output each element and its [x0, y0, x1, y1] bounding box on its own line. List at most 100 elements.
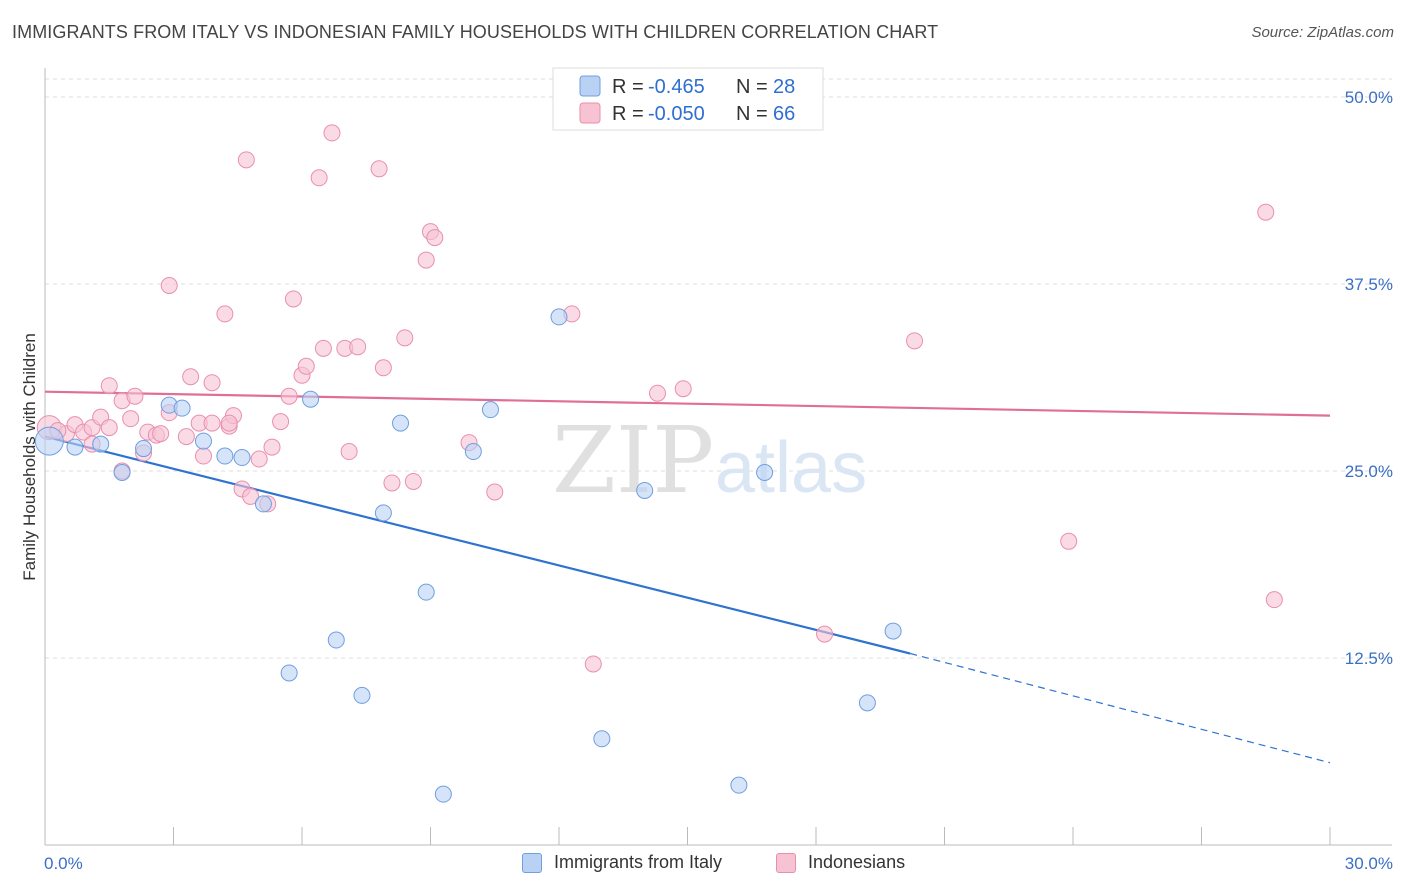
legend-swatch-pink [579, 102, 601, 124]
point-indonesians [242, 487, 260, 505]
chart-title: IMMIGRANTS FROM ITALY VS INDONESIAN FAMI… [12, 22, 939, 42]
point-indonesians [160, 276, 178, 294]
point-indonesians [314, 339, 332, 357]
watermark-zip: ZIP [552, 407, 714, 514]
point-indonesians [250, 450, 268, 468]
series-immigrants-from-italy [34, 308, 902, 803]
trend-line-indonesians [44, 390, 1331, 417]
point-immigrants-from-italy [481, 401, 499, 419]
point-indonesians [194, 447, 212, 465]
point-immigrants-from-italy [593, 730, 611, 748]
legend-item-immigrants-from-italy: Immigrants from Italy [522, 852, 722, 873]
point-indonesians [220, 414, 238, 432]
legend-n-label-2: N = [736, 103, 768, 125]
axes [44, 68, 1392, 846]
point-immigrants-from-italy [374, 504, 392, 522]
point-indonesians [1060, 532, 1078, 550]
watermark: ZIP atlas [552, 407, 867, 514]
point-indonesians [426, 229, 444, 247]
point-indonesians [370, 160, 388, 178]
point-indonesians [216, 305, 234, 323]
point-indonesians [396, 329, 414, 347]
point-indonesians [203, 374, 221, 392]
point-immigrants-from-italy [858, 694, 876, 712]
point-indonesians [404, 472, 422, 490]
point-immigrants-from-italy [636, 481, 654, 499]
point-immigrants-from-italy [434, 785, 452, 803]
legend-swatch-pink-bottom [776, 852, 796, 873]
legend-label-immigrants-from-italy: Immigrants from Italy [554, 852, 723, 872]
point-immigrants-from-italy [756, 463, 774, 481]
x-tick-label: 30.0% [1345, 854, 1393, 873]
point-indonesians [177, 428, 195, 446]
legend-n-label-1: N = [736, 76, 768, 98]
point-immigrants-from-italy [216, 447, 234, 465]
point-indonesians [100, 419, 118, 437]
point-indonesians [182, 368, 200, 386]
point-immigrants-from-italy [173, 399, 191, 417]
point-indonesians [1257, 203, 1275, 221]
legend-item-indonesians: Indonesians [776, 852, 905, 873]
legend-n-value-1: 28 [773, 76, 795, 98]
legend-swatch-blue [579, 75, 601, 97]
trend-lines [44, 390, 1331, 764]
point-immigrants-from-italy [113, 463, 131, 481]
legend-r-value-1: -0.465 [648, 76, 705, 98]
point-immigrants-from-italy [233, 449, 251, 467]
legend-n-value-2: 66 [773, 103, 795, 125]
point-indonesians [203, 414, 221, 432]
point-immigrants-from-italy [550, 308, 568, 326]
chart-source: Source: ZipAtlas.com [1251, 24, 1394, 41]
point-indonesians [1265, 591, 1283, 609]
point-indonesians [374, 359, 392, 377]
point-indonesians [122, 410, 140, 428]
x-tick-labels: 0.0% 30.0% [44, 854, 1393, 873]
point-indonesians [674, 380, 692, 398]
point-immigrants-from-italy [417, 583, 435, 601]
point-indonesians [100, 377, 118, 395]
point-immigrants-from-italy [884, 622, 902, 640]
point-indonesians [280, 387, 298, 405]
point-immigrants-from-italy [327, 631, 345, 649]
y-axis-label: Family Households with Children [20, 333, 39, 581]
point-indonesians [417, 251, 435, 269]
y-tick-label: 12.5% [1345, 649, 1393, 668]
point-indonesians [284, 290, 302, 308]
point-indonesians [383, 474, 401, 492]
point-immigrants-from-italy [254, 495, 272, 513]
y-tick-label: 37.5% [1345, 275, 1393, 294]
point-indonesians [126, 387, 144, 405]
legend-box: R = -0.465 N = 28 R = -0.050 N = 66 [552, 67, 824, 131]
legend-r-label-1: R = [612, 76, 644, 98]
bottom-legend: Immigrants from Italy Indonesians [0, 852, 1406, 880]
point-indonesians [310, 169, 328, 187]
point-indonesians [323, 124, 341, 142]
trend-line-immigrants-from-italy-dashed [910, 652, 1331, 764]
watermark-atlas: atlas [715, 428, 867, 508]
point-immigrants-from-italy [280, 664, 298, 682]
point-immigrants-from-italy [66, 438, 84, 456]
y-tick-label: 25.0% [1345, 462, 1393, 481]
point-immigrants-from-italy [353, 686, 371, 704]
point-indonesians [152, 425, 170, 443]
legend-label-indonesians: Indonesians [808, 852, 906, 872]
point-immigrants-from-italy [135, 440, 153, 458]
point-immigrants-from-italy [730, 776, 748, 794]
point-indonesians [272, 413, 290, 431]
point-indonesians [349, 338, 367, 356]
legend-r-label-2: R = [612, 103, 644, 125]
point-immigrants-from-italy [92, 435, 110, 453]
point-indonesians [237, 151, 255, 169]
y-tick-label: 50.0% [1345, 88, 1393, 107]
trend-line-immigrants-from-italy [44, 435, 911, 655]
point-immigrants-from-italy [464, 443, 482, 461]
point-indonesians [340, 443, 358, 461]
legend-r-value-2: -0.050 [648, 103, 705, 125]
point-indonesians [906, 332, 924, 350]
point-indonesians [649, 384, 667, 402]
point-indonesians [486, 483, 504, 501]
legend-swatch-blue-bottom [522, 852, 542, 873]
point-indonesians [297, 357, 315, 375]
point-immigrants-from-italy [302, 390, 320, 408]
